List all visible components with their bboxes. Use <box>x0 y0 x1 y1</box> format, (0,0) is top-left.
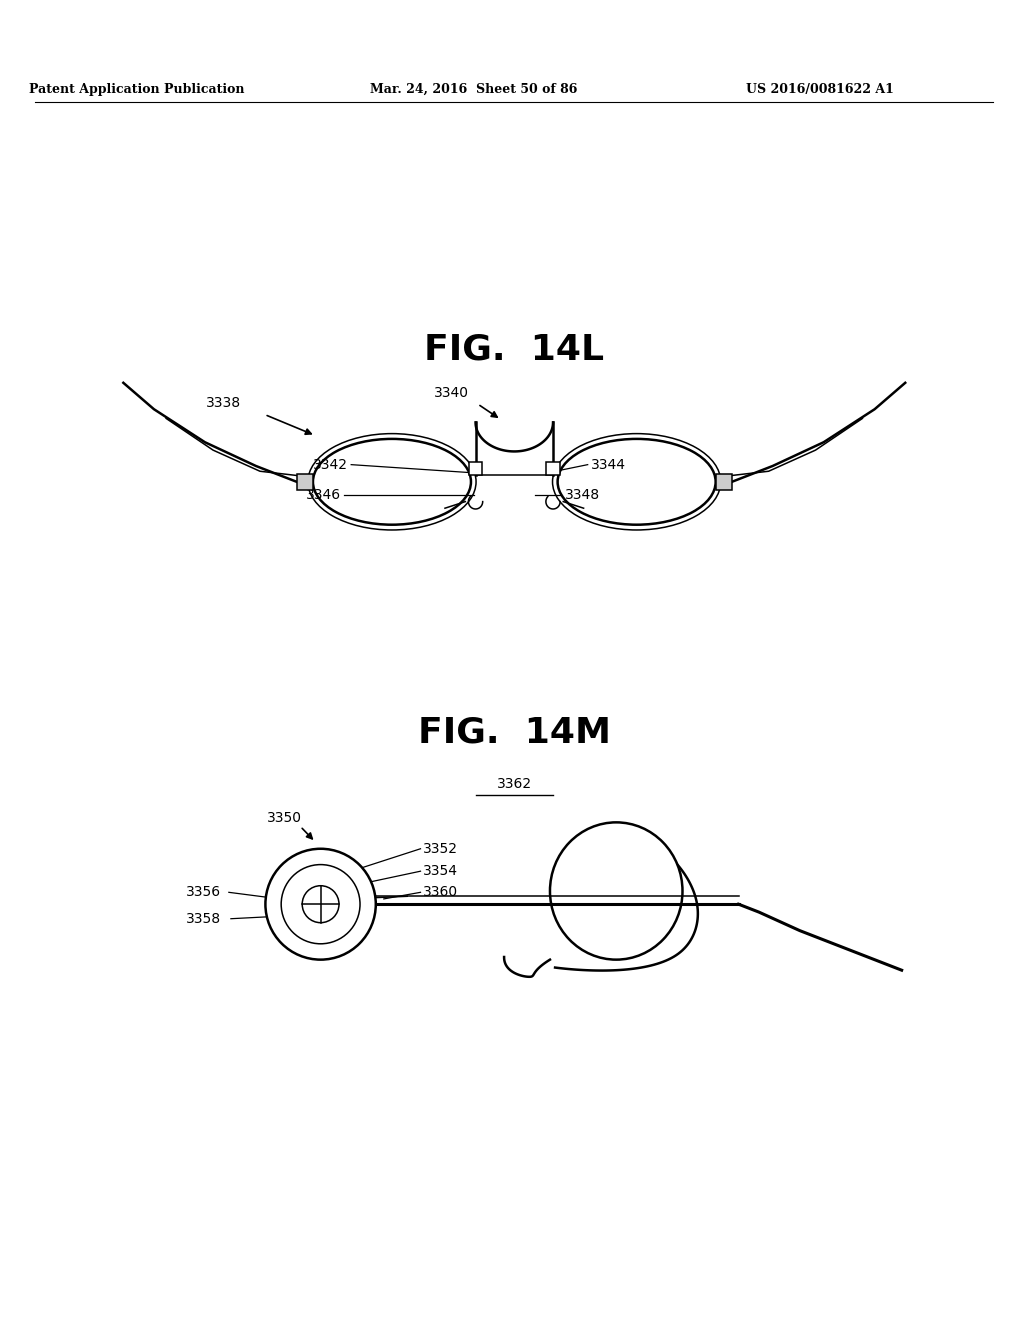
Text: US 2016/0081622 A1: US 2016/0081622 A1 <box>746 83 894 96</box>
Text: 3358: 3358 <box>185 912 221 925</box>
Text: 3346: 3346 <box>306 488 341 502</box>
Text: 3348: 3348 <box>565 488 600 502</box>
Text: Patent Application Publication: Patent Application Publication <box>30 83 245 96</box>
Text: Mar. 24, 2016  Sheet 50 of 86: Mar. 24, 2016 Sheet 50 of 86 <box>370 83 578 96</box>
Text: 3362: 3362 <box>497 777 531 791</box>
Bar <box>469 462 482 475</box>
Circle shape <box>265 849 376 960</box>
Text: 3342: 3342 <box>313 458 348 471</box>
Text: 3338: 3338 <box>206 396 242 409</box>
Bar <box>716 474 732 490</box>
Text: FIG.  14L: FIG. 14L <box>424 333 604 367</box>
Text: 3360: 3360 <box>423 886 458 899</box>
Ellipse shape <box>550 822 682 960</box>
Text: 3340: 3340 <box>433 387 469 400</box>
Bar <box>547 462 560 475</box>
Text: 3354: 3354 <box>423 865 458 878</box>
Text: 3352: 3352 <box>423 842 458 855</box>
Text: 3344: 3344 <box>591 458 626 471</box>
Text: FIG.  14M: FIG. 14M <box>418 715 610 750</box>
Bar <box>297 474 313 490</box>
Text: 3350: 3350 <box>267 812 302 825</box>
Text: 3356: 3356 <box>185 886 221 899</box>
